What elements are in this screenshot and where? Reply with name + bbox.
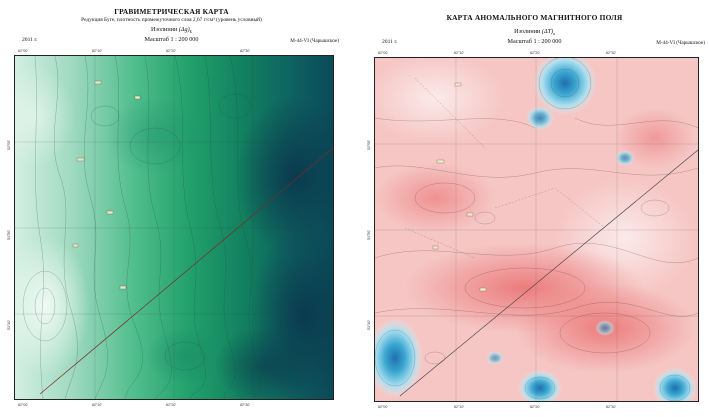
magnetic-scale: Масштаб 1 : 200 000 (507, 38, 562, 45)
magnetic-top-tick: 82°20' (530, 51, 541, 55)
magnetic-bottom-tick: 82°10' (454, 405, 465, 409)
gravimetric-bottom-tick: 82°10' (92, 403, 103, 407)
magnetic-top-tick: 82°30' (606, 51, 617, 55)
gravimetric-map-sheet: ГРАВИМЕТРИЧЕСКАЯ КАРТА Редукция Буге, пл… (0, 0, 343, 417)
magnetic-isolines-label: Изолинии (ΔT)a (360, 28, 709, 36)
magnetic-map-image (375, 58, 698, 401)
magnetic-side-tick: 51°50' (367, 229, 371, 240)
isolines-word: Изолинии (514, 28, 541, 35)
gravimetric-map-title: ГРАВИМЕТРИЧЕСКАЯ КАРТА (114, 7, 229, 16)
isolines-word: Изолинии (151, 26, 178, 33)
magnetic-map-title: КАРТА АНОМАЛЬНОГО МАГНИТНОГО ПОЛЯ (446, 13, 623, 22)
magnetic-bottom-tick: 82°30' (606, 405, 617, 409)
isolines-symbol: (ΔT) (541, 28, 554, 35)
gravimetric-bottom-tick: 82°30' (240, 403, 251, 407)
gravimetric-bottom-tick: 82°20' (166, 403, 177, 407)
gravimetric-map-frame (14, 55, 334, 400)
gravimetric-sheet-id: M-44-VI (Чарышское) (290, 38, 339, 44)
magnetic-side-tick: 51°40' (367, 319, 371, 330)
magnetic-year: 2011 г. (382, 39, 398, 45)
isolines-subscript: Б (189, 29, 192, 35)
gravimetric-bottom-tick: 82°00' (18, 403, 29, 407)
magnetic-side-tick: 52°00' (367, 139, 371, 150)
gravimetric-top-tick: 82°10' (92, 49, 103, 53)
gravimetric-top-tick: 82°20' (166, 49, 177, 53)
gravimetric-year: 2011 г. (22, 37, 38, 43)
magnetic-bottom-tick: 82°00' (378, 405, 389, 409)
isolines-subscript: a (553, 31, 555, 37)
gravimetric-side-tick: 51°40' (7, 319, 11, 330)
magnetic-bottom-tick: 82°20' (530, 405, 541, 409)
gravimetric-scale: Масштаб 1 : 200 000 (144, 36, 199, 43)
magnetic-sheet-id: M-44-VI (Чарышское) (656, 40, 705, 46)
gravimetric-map-subtitle: Редукция Буге, плотность промежуточного … (81, 17, 262, 23)
gravimetric-map-image (15, 56, 333, 399)
magnetic-top-tick: 82°10' (454, 51, 465, 55)
magnetic-top-tick: 82°00' (378, 51, 389, 55)
gravimetric-top-tick: 82°30' (240, 49, 251, 53)
gravimetric-isolines-label: Изолинии (Δg)Б (0, 26, 343, 34)
magnetic-map-frame (374, 57, 699, 402)
gravimetric-side-tick: 51°50' (7, 229, 11, 240)
gravimetric-top-tick: 82°00' (18, 49, 29, 53)
isolines-symbol: (Δg) (178, 26, 190, 33)
gravimetric-side-tick: 52°00' (7, 139, 11, 150)
magnetic-map-sheet: КАРТА АНОМАЛЬНОГО МАГНИТНОГО ПОЛЯ Изолин… (360, 0, 709, 417)
